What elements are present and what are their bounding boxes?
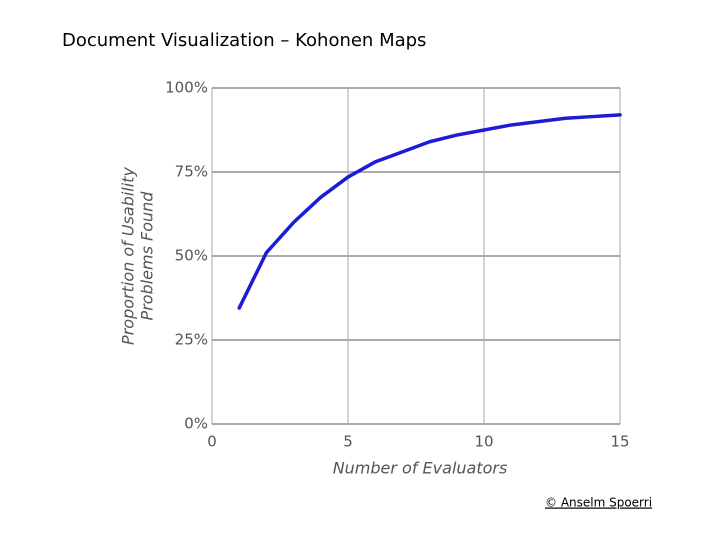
y-axis-label: Proportion of Usability Problems Found — [119, 167, 157, 345]
footer-link[interactable]: © Anselm Spoerri — [545, 496, 652, 510]
y-tick-label: 100% — [165, 79, 208, 97]
x-tick-label: 0 — [207, 433, 217, 451]
y-tick-label: 25% — [175, 331, 208, 349]
slide-title: Document Visualization – Kohonen Maps — [62, 30, 426, 51]
y-axis-label-line: Problems Found — [138, 191, 157, 321]
y-tick-label: 0% — [184, 415, 208, 433]
x-tick-label: 10 — [474, 433, 493, 451]
data-line — [237, 113, 622, 310]
x-tick-label: 5 — [343, 433, 353, 451]
x-axis-label: Number of Evaluators — [333, 459, 508, 478]
x-tick-label: 15 — [610, 433, 629, 451]
y-tick-label: 50% — [175, 247, 208, 265]
y-axis-label-line: Proportion of Usability — [119, 167, 138, 345]
y-tick-label: 75% — [175, 163, 208, 181]
